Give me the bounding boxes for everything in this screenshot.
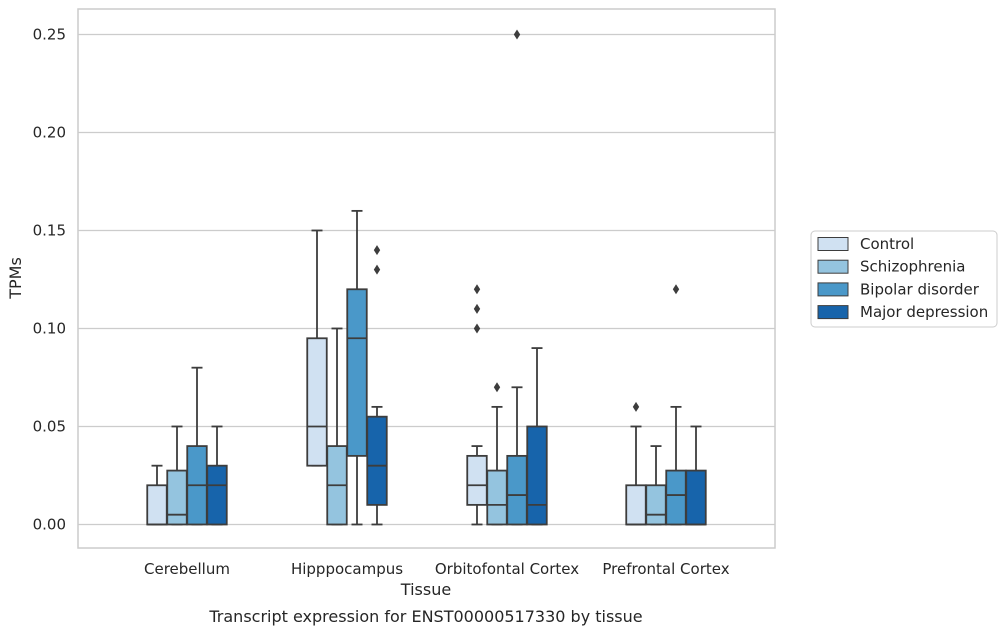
- x-tick-label: Cerebellum: [144, 560, 230, 578]
- box-body: [306, 337, 328, 467]
- box-bipolar-disorder: [665, 284, 687, 526]
- y-tick-label: 0.05: [33, 417, 66, 435]
- box-body: [166, 469, 188, 526]
- box-body: [346, 288, 368, 457]
- outlier-point: [373, 245, 381, 256]
- legend: Control Schizophrenia Bipolar disorder Majo…: [810, 230, 998, 328]
- gridlines: [78, 33, 775, 526]
- box-control: [466, 284, 488, 526]
- box-major-depression: [206, 425, 228, 526]
- plot-frame: [77, 8, 776, 549]
- x-tick-label: Prefrontal Cortex: [602, 560, 729, 578]
- legend-entry: Schizophrenia: [860, 258, 965, 276]
- outlier-point: [473, 323, 481, 334]
- outlier-point: [513, 29, 521, 40]
- box-schizophrenia: [486, 382, 508, 526]
- legend-entry: Control: [860, 235, 914, 253]
- box-major-depression: [366, 245, 388, 526]
- outlier-point: [373, 264, 381, 275]
- outlier-point: [493, 382, 501, 393]
- legend-frame: [810, 230, 998, 328]
- y-tick-labels: 0.00 0.05 0.10 0.15 0.20 0.25: [33, 25, 66, 533]
- box-body: [486, 469, 508, 526]
- y-tick-label: 0.00: [33, 515, 66, 533]
- box-body: [506, 454, 528, 526]
- box-control: [625, 401, 647, 526]
- legend-entry: Bipolar disorder: [860, 280, 980, 298]
- box-body: [366, 415, 388, 506]
- y-tick-label: 0.15: [33, 221, 66, 239]
- box-body: [625, 484, 647, 526]
- box-body: [466, 454, 488, 506]
- box-schizophrenia: [326, 327, 348, 526]
- y-tick-label: 0.25: [33, 25, 66, 43]
- chart-caption: Transcript expression for ENST0000051733…: [208, 607, 642, 626]
- outlier-point: [473, 303, 481, 314]
- legend-entry: Major depression: [860, 303, 988, 321]
- box-bipolar-disorder: [346, 209, 368, 526]
- box-body: [665, 469, 687, 526]
- y-axis-title: TPMs: [6, 257, 25, 300]
- legend-swatch: [817, 305, 849, 320]
- box-major-depression: [685, 425, 707, 526]
- box-schizophrenia: [166, 425, 188, 526]
- x-axis-title: Tissue: [400, 580, 451, 599]
- legend-swatch: [817, 259, 849, 274]
- box-schizophrenia: [645, 445, 667, 526]
- box-plots: [146, 29, 707, 526]
- x-tick-labels: Cerebellum Hipppocampus Orbitofontal Corte…: [144, 560, 730, 578]
- x-tick-label: Orbitofontal Cortex: [435, 560, 579, 578]
- box-bipolar-disorder: [186, 366, 208, 526]
- legend-swatch: [817, 237, 849, 251]
- box-major-depression: [526, 347, 548, 526]
- outlier-point: [672, 284, 680, 295]
- box-body: [146, 484, 168, 526]
- box-bipolar-disorder: [506, 29, 528, 526]
- y-tick-label: 0.20: [33, 123, 66, 141]
- box-body: [526, 425, 548, 526]
- box-control: [146, 464, 168, 526]
- box-body: [685, 469, 707, 526]
- box-body: [206, 464, 228, 526]
- y-tick-label: 0.10: [33, 319, 66, 337]
- outlier-point: [473, 284, 481, 295]
- outlier-point: [632, 401, 640, 412]
- x-tick-label: Hipppocampus: [291, 560, 403, 578]
- box-control: [306, 229, 328, 467]
- legend-swatch: [817, 282, 849, 297]
- box-body: [645, 484, 667, 526]
